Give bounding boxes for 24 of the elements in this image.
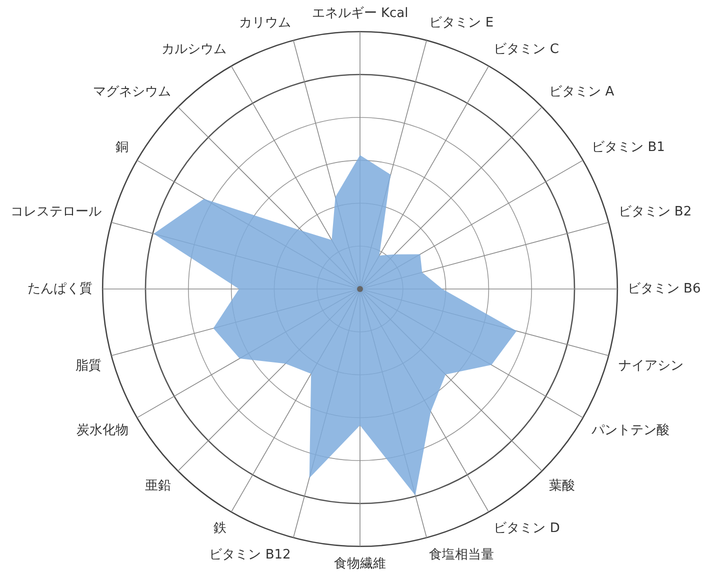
spoke-label: カルシウム <box>161 42 226 57</box>
spoke-label: 炭水化物 <box>76 422 128 438</box>
spoke-label: 食塩相当量 <box>429 547 494 562</box>
spoke-label: ビタミン B12 <box>209 547 291 562</box>
spoke-label: たんぱく質 <box>28 281 93 296</box>
spoke-label: 葉酸 <box>549 478 576 494</box>
spoke-label: 脂質 <box>76 358 102 374</box>
spoke-label: ナイアシン <box>618 358 684 374</box>
spoke-label: ビタミン E <box>429 15 494 30</box>
spoke-label: ビタミン B1 <box>592 140 665 155</box>
spoke-label: 亜鉛 <box>144 478 171 494</box>
spoke-label: 鉄 <box>213 520 226 536</box>
spoke-label: 食物繊維 <box>334 556 386 572</box>
spoke-label: ビタミン D <box>494 520 560 536</box>
spoke-label: パントテン酸 <box>590 422 670 438</box>
spoke-label: カリウム <box>238 15 291 30</box>
spoke-label: ビタミン B6 <box>627 281 701 296</box>
spoke-label: ビタミン B2 <box>618 204 692 220</box>
spoke-label: ビタミン A <box>549 84 614 100</box>
spoke-label: コレステロール <box>10 204 102 220</box>
spoke-label: エネルギー Kcal <box>312 6 408 22</box>
spoke-label: マグネシウム <box>92 84 171 100</box>
spoke-label: 銅 <box>115 140 128 155</box>
spoke-label: ビタミン C <box>494 42 559 57</box>
